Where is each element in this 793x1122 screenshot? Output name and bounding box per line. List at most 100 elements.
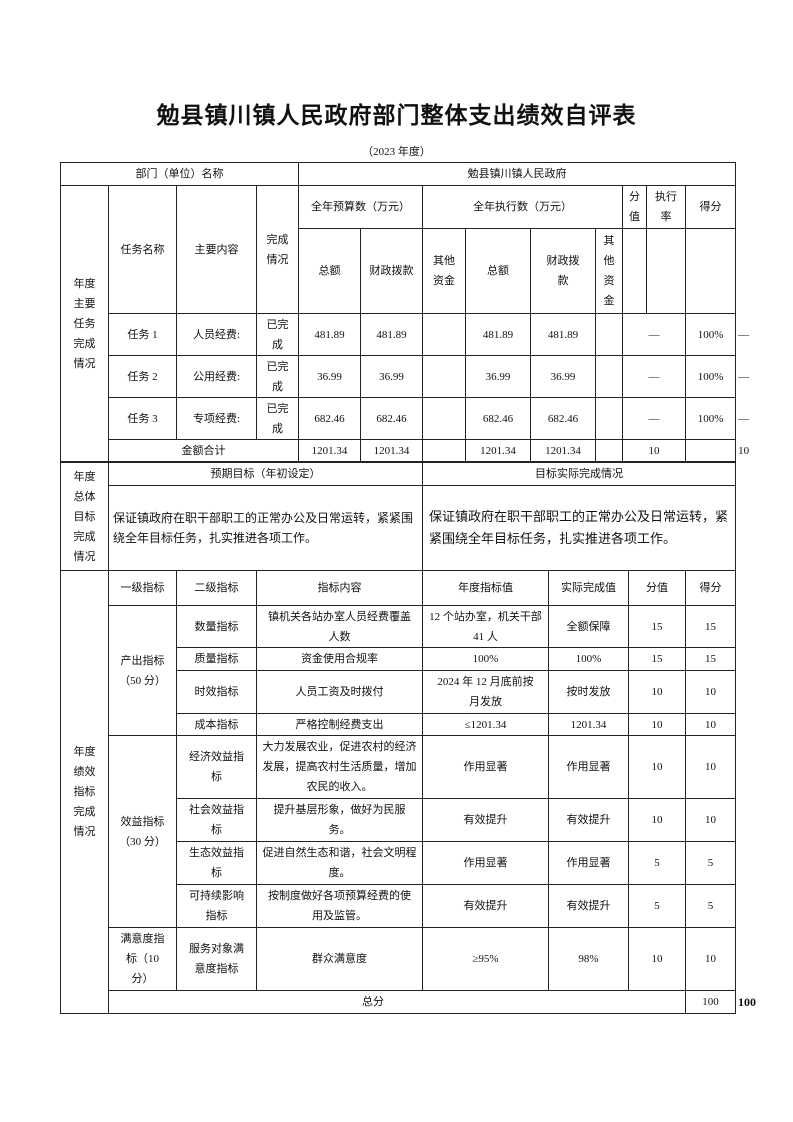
task-content: 公用经费: bbox=[176, 355, 257, 398]
actual-header: 目标实际完成情况 bbox=[422, 462, 736, 486]
sum-exec-total: 1201.34 bbox=[465, 439, 531, 462]
score-value: — bbox=[622, 397, 686, 440]
target: ≥95% bbox=[422, 927, 549, 991]
score: 15 bbox=[685, 647, 736, 671]
content: 群众满意度 bbox=[256, 927, 423, 991]
sum-budget-fiscal: 1201.34 bbox=[360, 439, 423, 462]
budget-total: 481.89 bbox=[298, 313, 361, 356]
l2: 服务对象满意度指标 bbox=[176, 927, 257, 991]
exec-other bbox=[595, 313, 623, 356]
actual: 作用显著 bbox=[548, 841, 629, 885]
header-actual: 实际完成值 bbox=[548, 570, 629, 606]
score: 10 bbox=[685, 798, 736, 842]
task-name: 任务 2 bbox=[108, 355, 177, 398]
target: 作用显著 bbox=[422, 841, 549, 885]
value: 5 bbox=[628, 841, 686, 885]
total-value: 100 bbox=[685, 990, 736, 1014]
sum-score-value: 10 bbox=[622, 439, 686, 462]
content: 严格控制经费支出 bbox=[256, 713, 423, 736]
score-value: — bbox=[622, 355, 686, 398]
sum-budget-total: 1201.34 bbox=[298, 439, 361, 462]
l2: 时效指标 bbox=[176, 670, 257, 714]
budget-other bbox=[422, 355, 466, 398]
indicator-row: 质量指标 资金使用合规率 100% 100% 15 15 bbox=[61, 647, 736, 671]
indicator-row: 生态效益指标 促进自然生态和谐，社会文明程度。 作用显著 作用显著 5 5 bbox=[61, 841, 736, 885]
value: 10 bbox=[628, 670, 686, 714]
content: 人员工资及时拨付 bbox=[256, 670, 423, 714]
task-status: 已完成 bbox=[256, 355, 299, 398]
target: ≤1201.34 bbox=[422, 713, 549, 736]
empty-cell bbox=[595, 439, 623, 462]
value: 10 bbox=[628, 798, 686, 842]
indicator-section-label: 年度绩效指标完成情况 bbox=[60, 570, 109, 1014]
value: 10 bbox=[628, 713, 686, 736]
value: 5 bbox=[628, 884, 686, 928]
exec-total: 682.46 bbox=[465, 397, 531, 440]
indicator-row: 社会效益指标 提升基层形象，做好为民服务。 有效提升 有效提升 10 10 bbox=[61, 798, 736, 842]
task-row: 任务 1 人员经费: 已完成 481.89 481.89 481.89 481.… bbox=[61, 313, 749, 356]
sum-label: 金额合计 bbox=[108, 439, 299, 462]
score: 10 bbox=[685, 927, 736, 991]
content: 镇机关各站办室人员经费覆盖人数 bbox=[256, 605, 423, 648]
empty-cell bbox=[422, 439, 466, 462]
header-exec-total: 总额 bbox=[465, 228, 531, 314]
sum-row: 金额合计 1201.34 1201.34 1201.34 1201.34 10 … bbox=[61, 439, 749, 462]
target: 2024 年 12 月底前按月发放 bbox=[422, 670, 549, 714]
header-score: 得分 bbox=[685, 570, 736, 606]
group-name: 产出指标（50 分） bbox=[108, 605, 177, 736]
score: 10 bbox=[685, 735, 736, 799]
exec-fiscal: 481.89 bbox=[530, 313, 596, 356]
target: 100% bbox=[422, 647, 549, 671]
group-name: 满意度指标（10 分） bbox=[108, 927, 177, 991]
header-score: 得分 bbox=[684, 185, 737, 229]
header-score-value: 分值 bbox=[622, 185, 647, 229]
budget-total: 682.46 bbox=[298, 397, 361, 440]
l2: 质量指标 bbox=[176, 647, 257, 671]
empty-cell bbox=[646, 228, 686, 314]
header-execution: 全年执行数（万元） bbox=[422, 185, 623, 229]
budget-fiscal: 682.46 bbox=[360, 397, 423, 440]
l2: 可持续影响指标 bbox=[176, 884, 257, 928]
header-content: 指标内容 bbox=[256, 570, 423, 606]
content: 按制度做好各项预算经费的使用及监管。 bbox=[256, 884, 423, 928]
l2: 生态效益指标 bbox=[176, 841, 257, 885]
exec-other bbox=[595, 397, 623, 440]
indicator-table: 年度绩效指标完成情况 一级指标 二级指标 指标内容 年度指标值 实际完成值 分值… bbox=[60, 570, 756, 1014]
group-name: 效益指标（30 分） bbox=[108, 735, 177, 928]
exec-other bbox=[595, 355, 623, 398]
l2: 成本指标 bbox=[176, 713, 257, 736]
target: 作用显著 bbox=[422, 735, 549, 799]
exec-rate: 100% bbox=[684, 355, 737, 398]
exec-total: 481.89 bbox=[465, 313, 531, 356]
l2: 数量指标 bbox=[176, 605, 257, 648]
actual: 1201.34 bbox=[548, 713, 629, 736]
task-status: 已完成 bbox=[256, 313, 299, 356]
dept-value: 勉县镇川镇人民政府 bbox=[297, 162, 737, 186]
header-task-name: 任务名称 bbox=[108, 185, 177, 314]
budget-fiscal: 481.89 bbox=[360, 313, 423, 356]
budget-fiscal: 36.99 bbox=[360, 355, 423, 398]
value: 15 bbox=[628, 647, 686, 671]
exec-total: 36.99 bbox=[465, 355, 531, 398]
budget-other bbox=[422, 313, 466, 356]
expected-goal: 保证镇政府在职干部职工的正常办公及日常运转，紧紧围绕全年目标任务，扎实推进各项工… bbox=[108, 485, 423, 571]
exec-fiscal: 682.46 bbox=[530, 397, 596, 440]
header-status: 完成情况 bbox=[256, 185, 299, 314]
goals-table: 年度总体目标完成情况 预期目标（年初设定） 目标实际完成情况 保证镇政府在职干部… bbox=[60, 462, 736, 571]
actual: 全额保障 bbox=[548, 605, 629, 648]
header-l2: 二级指标 bbox=[176, 570, 257, 606]
header-exec-fiscal: 财政拨款 bbox=[530, 228, 596, 314]
l2: 经济效益指标 bbox=[176, 735, 257, 799]
expected-header: 预期目标（年初设定） bbox=[108, 462, 423, 486]
task-content: 专项经费: bbox=[176, 397, 257, 440]
value: 15 bbox=[628, 605, 686, 648]
indicator-row: 产出指标（50 分） 数量指标 镇机关各站办室人员经费覆盖人数 12 个站办室，… bbox=[61, 605, 736, 736]
total-row: 总分 100 100 bbox=[61, 990, 756, 1014]
score: 15 bbox=[685, 605, 736, 648]
task-row: 任务 3 专项经费: 已完成 682.46 682.46 682.46 682.… bbox=[61, 397, 749, 440]
value: 10 bbox=[628, 735, 686, 799]
l2: 社会效益指标 bbox=[176, 798, 257, 842]
score: 5 bbox=[685, 884, 736, 928]
indicator-row: 可持续影响指标 按制度做好各项预算经费的使用及监管。 有效提升 有效提升 5 5 bbox=[61, 884, 736, 928]
content: 资金使用合规率 bbox=[256, 647, 423, 671]
